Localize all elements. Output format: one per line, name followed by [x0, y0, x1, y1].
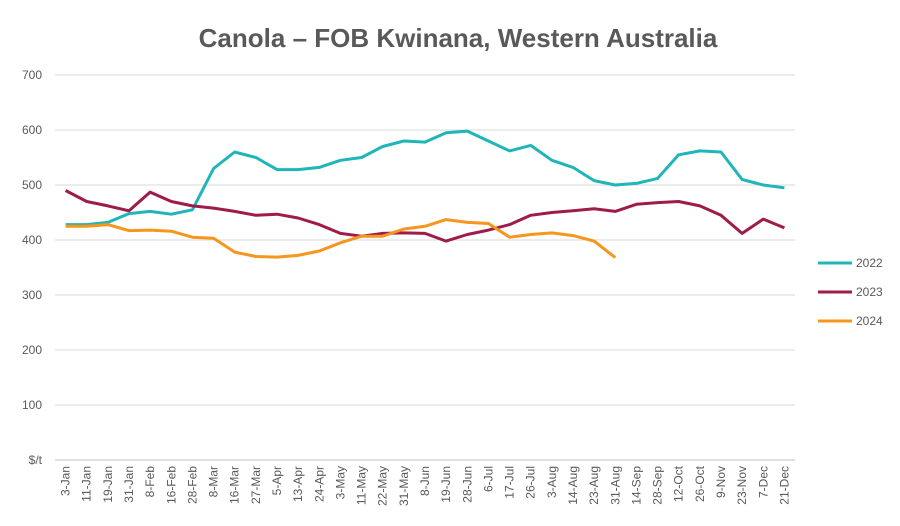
legend-label: 2024 [856, 314, 883, 328]
x-tick-label: 19-Jun [439, 466, 453, 503]
legend-label: 2022 [856, 256, 883, 270]
x-tick-label: 14-Sep [629, 466, 643, 505]
chart-title: Canola – FOB Kwinana, Western Australia [199, 23, 718, 53]
y-tick-label: 400 [22, 233, 42, 247]
y-tick-label: 300 [22, 288, 42, 302]
x-tick-label: 12-Oct [672, 465, 686, 502]
legend-label: 2023 [856, 285, 883, 299]
series-line [65, 218, 617, 259]
x-tick-label: 9-Nov [714, 466, 728, 498]
x-tick-label: 8-Mar [207, 466, 221, 497]
x-tick-label: 28-Jun [460, 466, 474, 503]
x-tick-label: 31-May [397, 466, 411, 506]
y-tick-label: 200 [22, 343, 42, 357]
x-tick-label: 6-Jul [481, 466, 495, 492]
x-tick-label: 28-Feb [185, 466, 199, 504]
y-tick-label: 600 [22, 123, 42, 137]
x-tick-label: 11-Jan [80, 466, 94, 502]
x-tick-label: 31-Aug [608, 466, 622, 505]
x-tick-label: 22-May [376, 466, 390, 506]
x-tick-label: 24-Apr [312, 466, 326, 502]
x-tick-label: 21-Dec [777, 466, 791, 505]
x-tick-label: 28-Sep [651, 466, 665, 505]
y-tick-label: $/t [29, 453, 43, 467]
x-tick-label: 3-May [333, 466, 347, 499]
x-tick-label: 13-Apr [291, 466, 305, 502]
series-line [65, 129, 785, 227]
x-tick-label: 16-Mar [228, 466, 242, 504]
x-tick-label: 5-Apr [270, 466, 284, 495]
x-tick-label: 11-May [355, 466, 369, 505]
y-tick-label: 500 [22, 178, 42, 192]
x-tick-label: 3-Aug [545, 466, 559, 498]
series-line [64, 189, 785, 243]
x-tick-label: 7-Dec [756, 466, 770, 498]
x-tick-label: 14-Aug [566, 466, 580, 505]
x-tick-label: 26-Oct [693, 465, 707, 502]
y-tick-label: 700 [22, 68, 42, 82]
x-tick-label: 31-Jan [122, 466, 136, 503]
x-tick-label: 23-Nov [735, 466, 749, 505]
x-tick-label: 8-Jun [418, 466, 432, 496]
x-tick-label: 16-Feb [164, 466, 178, 504]
x-tick-label: 8-Feb [143, 466, 157, 498]
x-tick-label: 27-Mar [249, 466, 263, 504]
x-tick-label: 26-Jul [524, 466, 538, 499]
x-tick-label: 17-Jul [503, 466, 517, 499]
x-tick-label: 23-Aug [587, 466, 601, 505]
y-tick-label: 100 [22, 398, 42, 412]
x-tick-label: 19-Jan [101, 466, 115, 503]
x-tick-label: 3-Jan [59, 466, 73, 496]
